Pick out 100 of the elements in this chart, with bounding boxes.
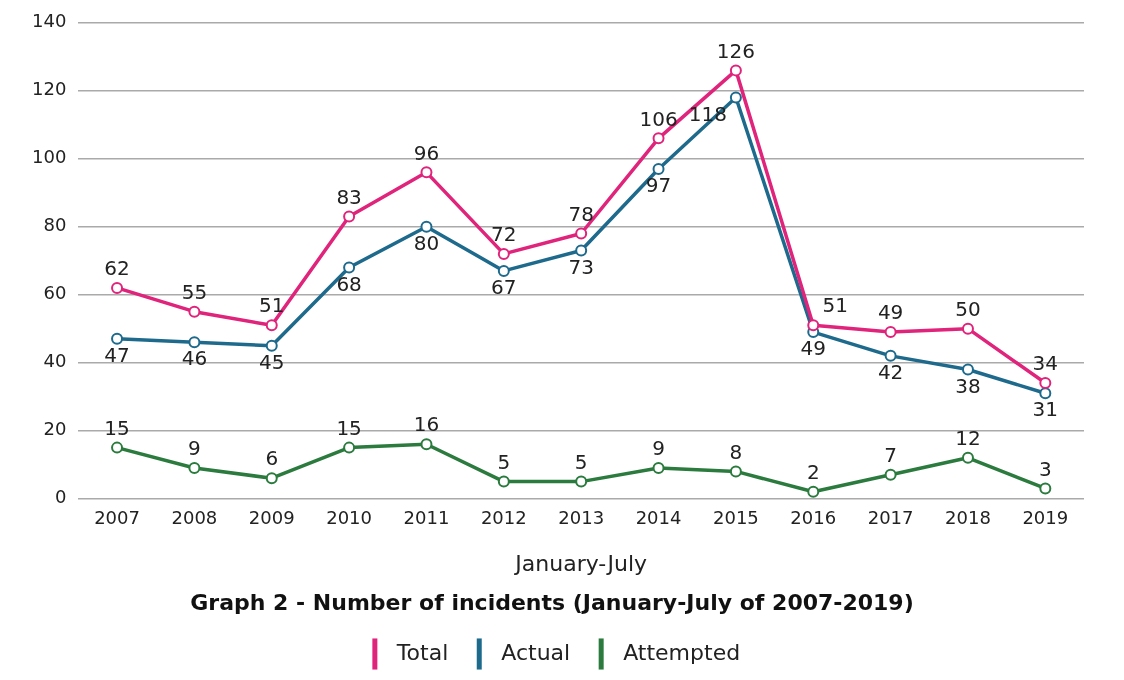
data-label: 15 (104, 415, 130, 440)
point (265, 319, 278, 332)
x-tick-label: 2014 (635, 507, 682, 529)
point (652, 132, 665, 145)
point (961, 322, 974, 335)
point (961, 451, 974, 464)
point (729, 91, 742, 104)
point (1039, 482, 1052, 495)
data-label: 31 (1032, 397, 1059, 422)
point (343, 441, 356, 454)
data-label: 68 (336, 271, 362, 296)
data-label: 34 (1032, 351, 1059, 376)
data-label: 67 (491, 275, 517, 300)
x-tick-label: 2013 (558, 507, 605, 529)
data-label: 50 (955, 296, 981, 321)
y-tick-label: 100 (32, 146, 67, 168)
data-label: 5 (574, 449, 588, 474)
data-label: 9 (188, 436, 201, 461)
data-label: 7 (884, 443, 897, 468)
point (884, 326, 897, 339)
point (729, 64, 742, 77)
data-label: 46 (181, 346, 208, 371)
point (420, 220, 433, 233)
x-tick-label: 2018 (945, 507, 991, 529)
x-axis-title: January-July (513, 551, 648, 577)
data-label: 51 (259, 293, 285, 318)
y-tick-label: 120 (32, 78, 67, 100)
y-tick-label: 40 (43, 350, 67, 372)
data-label: 6 (265, 446, 279, 471)
point (884, 349, 897, 362)
point (188, 336, 201, 349)
data-label: 73 (568, 254, 594, 279)
data-label: 38 (955, 373, 981, 398)
x-tick-label: 2019 (1022, 507, 1069, 529)
data-label: 78 (568, 201, 594, 226)
point (807, 485, 820, 498)
point (652, 462, 665, 475)
point (575, 227, 588, 240)
data-label: 12 (955, 426, 981, 451)
data-label: 72 (491, 222, 517, 247)
point (884, 468, 897, 481)
x-tick-label: 2017 (867, 507, 914, 529)
data-label: 45 (259, 349, 285, 374)
point (265, 339, 278, 352)
data-label: 8 (729, 439, 743, 464)
data-label: 47 (104, 343, 130, 368)
y-tick-label: 140 (32, 10, 67, 32)
point (961, 363, 974, 376)
data-label: 80 (413, 230, 440, 255)
point (807, 319, 820, 332)
point (111, 441, 124, 454)
point (497, 264, 510, 277)
point (729, 465, 742, 478)
x-tick-label: 2015 (712, 507, 759, 529)
y-tick-label: 80 (43, 214, 67, 236)
point (420, 166, 433, 179)
data-label: 126 (716, 38, 755, 63)
data-label: 9 (652, 436, 665, 461)
point (188, 305, 201, 318)
data-label: 55 (181, 279, 208, 304)
point (497, 475, 510, 488)
point (1039, 387, 1052, 400)
point (343, 261, 356, 274)
data-label: 5 (497, 449, 511, 474)
point (188, 462, 201, 475)
x-tick-label: 2009 (248, 507, 295, 529)
point (497, 247, 510, 260)
point (111, 281, 124, 294)
x-tick-label: 2008 (171, 507, 218, 529)
data-label: 83 (336, 184, 362, 209)
legend-label: Actual (501, 639, 571, 665)
x-tick-label: 2012 (480, 507, 527, 529)
point (575, 244, 588, 257)
point (343, 210, 356, 223)
data-label: 96 (413, 140, 440, 165)
data-label: 49 (800, 336, 826, 361)
legend-label: Total (395, 639, 449, 665)
point (265, 472, 278, 485)
point (111, 332, 124, 345)
data-label: 62 (104, 256, 130, 281)
data-label: 51 (822, 293, 848, 318)
point (1039, 377, 1052, 390)
y-tick-label: 20 (43, 418, 67, 440)
point (420, 438, 433, 451)
text: Graph 2 - Number of incidents (January-July of 2007-2019) (190, 589, 914, 615)
x-tick-label: 2016 (790, 507, 837, 529)
point (575, 475, 588, 488)
data-label: 3 (1038, 456, 1052, 481)
x-tick-label: 2010 (326, 507, 373, 529)
y-tick-label: 60 (43, 282, 67, 304)
point (652, 162, 665, 175)
y-tick-label: 0 (54, 486, 67, 508)
data-label: 106 (639, 106, 678, 131)
x-tick-label: 2011 (403, 507, 450, 529)
data-label: 16 (413, 412, 440, 437)
data-label: 97 (645, 173, 672, 198)
legend-label: Attempted (623, 639, 741, 665)
data-label: 42 (877, 360, 904, 385)
data-label: 15 (336, 415, 362, 440)
data-label: 49 (877, 300, 904, 325)
